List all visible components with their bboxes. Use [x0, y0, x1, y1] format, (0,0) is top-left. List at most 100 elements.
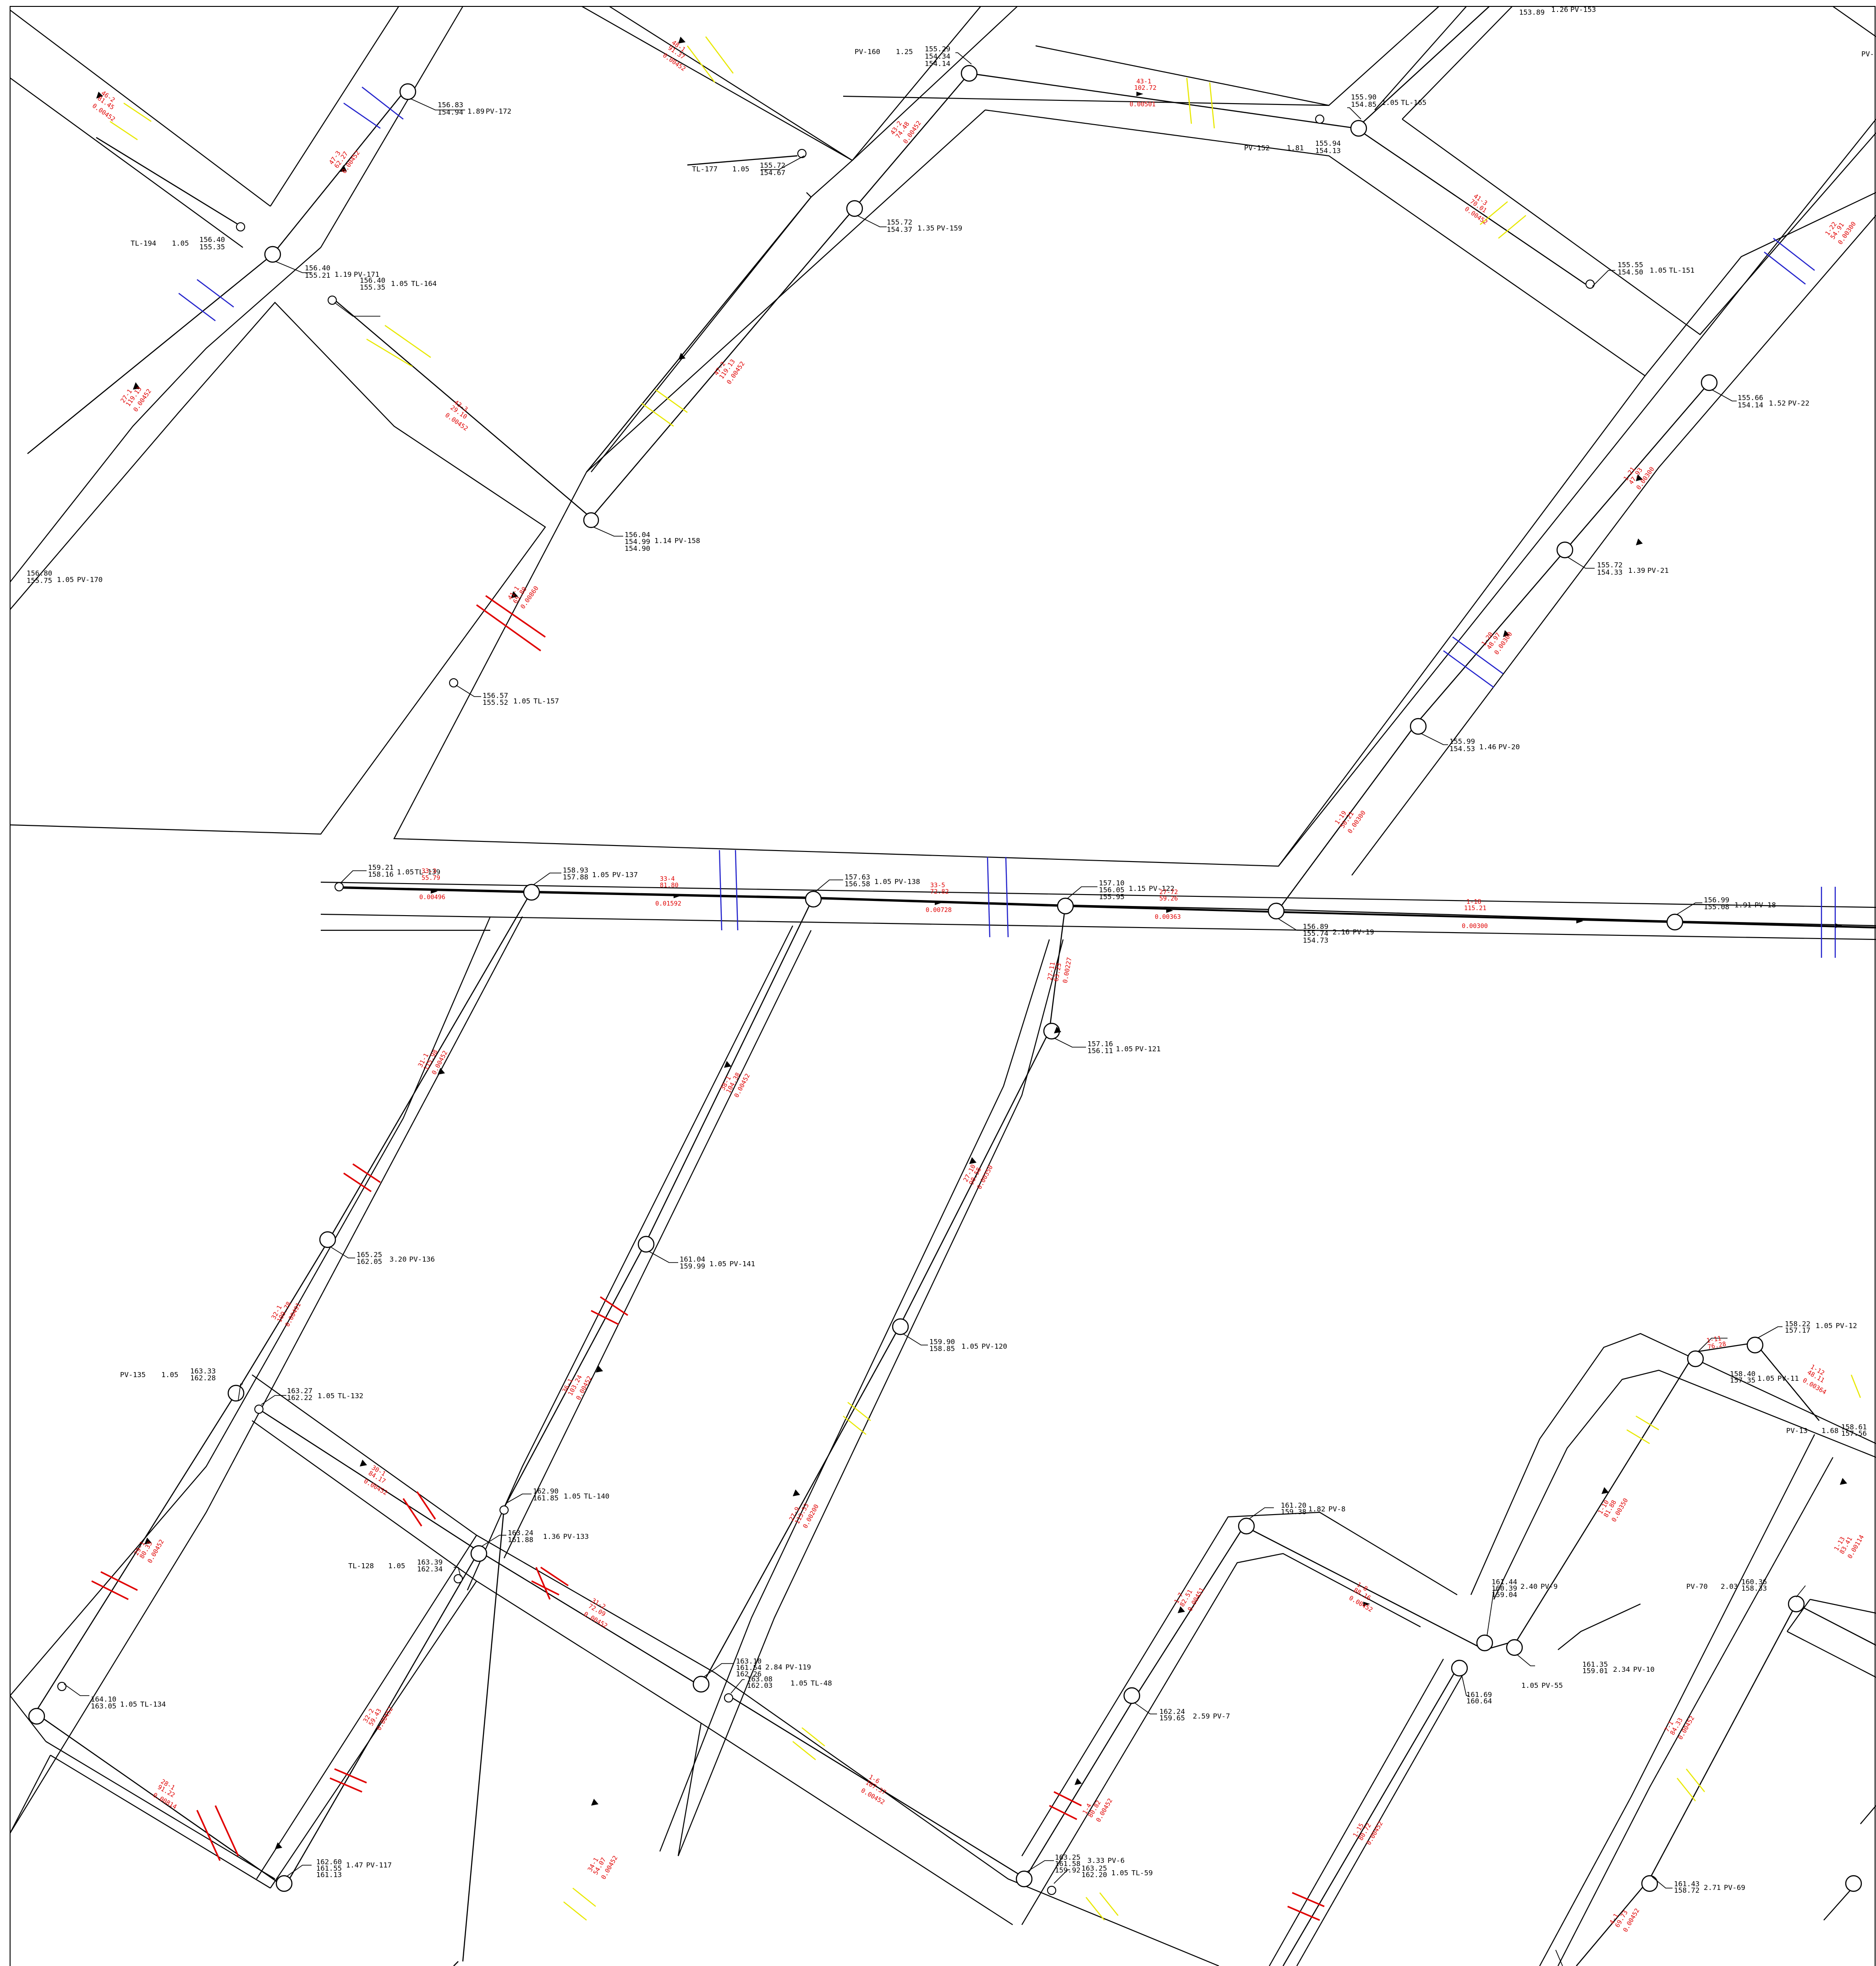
mh-rim: 155.90 [1351, 93, 1377, 101]
leader-lines [64, 52, 1806, 1966]
mh-rim: 155.94 [1315, 139, 1341, 148]
mh-rim: 156.04 [625, 531, 650, 539]
pipe-length: 81.80 [660, 882, 679, 889]
mh-depth: 2.16 [1333, 928, 1349, 936]
mh-depth: 1.15 [1129, 884, 1146, 893]
mh-id: PV-10 [1633, 1665, 1655, 1674]
mh-id: TL-165 [1401, 99, 1426, 107]
mh-depth: 1.05 [1116, 1045, 1133, 1053]
pipe-slope: 0.00501 [1130, 101, 1156, 108]
mh-id: PV-138 [894, 878, 920, 886]
mh-rim: 158.22 [1785, 1320, 1810, 1328]
mh-id: PV-172 [486, 107, 511, 115]
mh-id: TL-194 [131, 239, 156, 247]
mh-invert: 155.08 [1704, 903, 1729, 911]
mh-rim: 153.89 [1519, 8, 1545, 16]
mh-invert: 161.85 [533, 1494, 559, 1502]
mh-invert: 155.52 [483, 698, 508, 707]
pipe-slope: 0.00300 [1462, 923, 1488, 930]
mh-id: PV-171 [354, 270, 379, 279]
mh-invert: 154.14 [1738, 401, 1763, 409]
mh-depth: 3.33 [1087, 1856, 1104, 1865]
mh-rim: 159.90 [929, 1338, 955, 1346]
mh-rim: 156.80 [27, 569, 52, 577]
mh-depth: 1.05 [1757, 1374, 1774, 1383]
mh-depth: 1.19 [335, 270, 351, 279]
mh-rim: 155.72 [887, 218, 912, 226]
mh-id: PV-120 [982, 1342, 1007, 1351]
mh-depth: 1.81 [1287, 144, 1304, 152]
mh-invert-2: 161.13 [316, 1871, 342, 1879]
pipe-slope: 0.00363 [1155, 913, 1181, 921]
mh-invert: 160.64 [1466, 1697, 1492, 1705]
mh-invert: 157.56 [1841, 1429, 1867, 1438]
pipe-slope: 0.00728 [926, 906, 952, 914]
mh-invert: 157.35 [1730, 1376, 1755, 1384]
pipe-segment: 1-18 [1466, 898, 1481, 906]
mh-rim: 161.43 [1674, 1880, 1700, 1888]
mh-rim: 163.10 [736, 1657, 762, 1665]
mh-rim: 161.44 [1492, 1578, 1517, 1586]
mh-depth: 1.05 [1111, 1869, 1128, 1877]
pipe-length: 102.72 [1134, 84, 1157, 92]
mh-rim: 158.61 [1841, 1423, 1867, 1431]
manhole-symbols [28, 65, 1862, 1895]
mh-rim: 163.25 [1055, 1853, 1081, 1862]
pipe-length: 72.82 [930, 888, 949, 895]
mh-depth: 2.71 [1704, 1884, 1721, 1892]
mh-rim: 158.40 [1730, 1370, 1755, 1378]
mh-invert: 159.38 [1281, 1508, 1306, 1516]
mh-invert: 154.13 [1315, 147, 1341, 155]
mh-depth: 2.40 [1520, 1582, 1537, 1591]
mh-invert: 154.37 [887, 225, 912, 234]
mh-invert: 161.58 [1055, 1860, 1081, 1868]
mh-id: PV-69 [1724, 1884, 1745, 1892]
mh-rim: 164.10 [91, 1695, 116, 1703]
mh-id: PV-6 [1108, 1856, 1125, 1865]
mh-invert: 154.53 [1449, 745, 1475, 753]
mh-depth: 1.25 [896, 48, 913, 56]
mh-depth: 1.05 [388, 1562, 405, 1570]
mh-invert: 162.03 [747, 1681, 773, 1690]
mh-depth: 1.05 [961, 1342, 978, 1351]
pipe-segment: 33-4 [660, 875, 675, 883]
mh-invert: 154.85 [1351, 100, 1377, 109]
mh-invert-2: 159.04 [1492, 1591, 1517, 1599]
margin-label: PV- [1861, 50, 1874, 58]
pipe-segment: 27-72 [1159, 889, 1178, 896]
mh-depth: 2.84 [765, 1663, 782, 1671]
mh-depth: 1.89 [467, 107, 484, 115]
mh-depth: 1.05 [513, 697, 530, 705]
mh-depth: 2.34 [1613, 1665, 1630, 1674]
mh-invert: 154.33 [1597, 568, 1623, 577]
pipe-segment: 27-11 [1046, 961, 1057, 981]
mh-invert: 154.99 [625, 538, 650, 546]
mh-invert: 155.35 [199, 243, 225, 251]
mh-id: PV-7 [1213, 1712, 1230, 1720]
mh-id: TL-157 [533, 697, 559, 705]
mh-depth: 1.35 [917, 224, 934, 232]
mh-id: PV-141 [730, 1260, 755, 1268]
mh-id: PV-20 [1498, 743, 1520, 751]
mh-rim: 157.63 [845, 873, 870, 881]
mh-rim: 157.10 [1099, 879, 1125, 887]
mh-id: PV-21 [1647, 566, 1669, 575]
mh-invert: 159.01 [1582, 1667, 1608, 1675]
mh-rim: 162.24 [1159, 1708, 1185, 1716]
mh-rim: 156.57 [483, 692, 508, 700]
mh-id: PV-121 [1135, 1045, 1161, 1053]
mh-invert: 162.22 [287, 1394, 313, 1402]
mh-rim: 163.39 [417, 1558, 443, 1566]
mh-invert: 154.50 [1618, 268, 1643, 276]
mh-id: PV-70 [1686, 1582, 1708, 1591]
mh-id: PV-13 [1786, 1427, 1808, 1435]
mh-depth: 3.20 [389, 1255, 406, 1263]
mh-rim: 155.99 [1449, 737, 1475, 746]
pipe-segment: 43-1 [1136, 78, 1152, 85]
mh-depth: 1.68 [1821, 1427, 1838, 1435]
pipe-length: 59.26 [1159, 895, 1178, 902]
mh-invert: 155.75 [27, 577, 52, 585]
mh-rim: 161.04 [680, 1255, 705, 1263]
mh-id: PV-11 [1777, 1374, 1799, 1383]
mh-depth: 1.82 [1308, 1505, 1325, 1513]
